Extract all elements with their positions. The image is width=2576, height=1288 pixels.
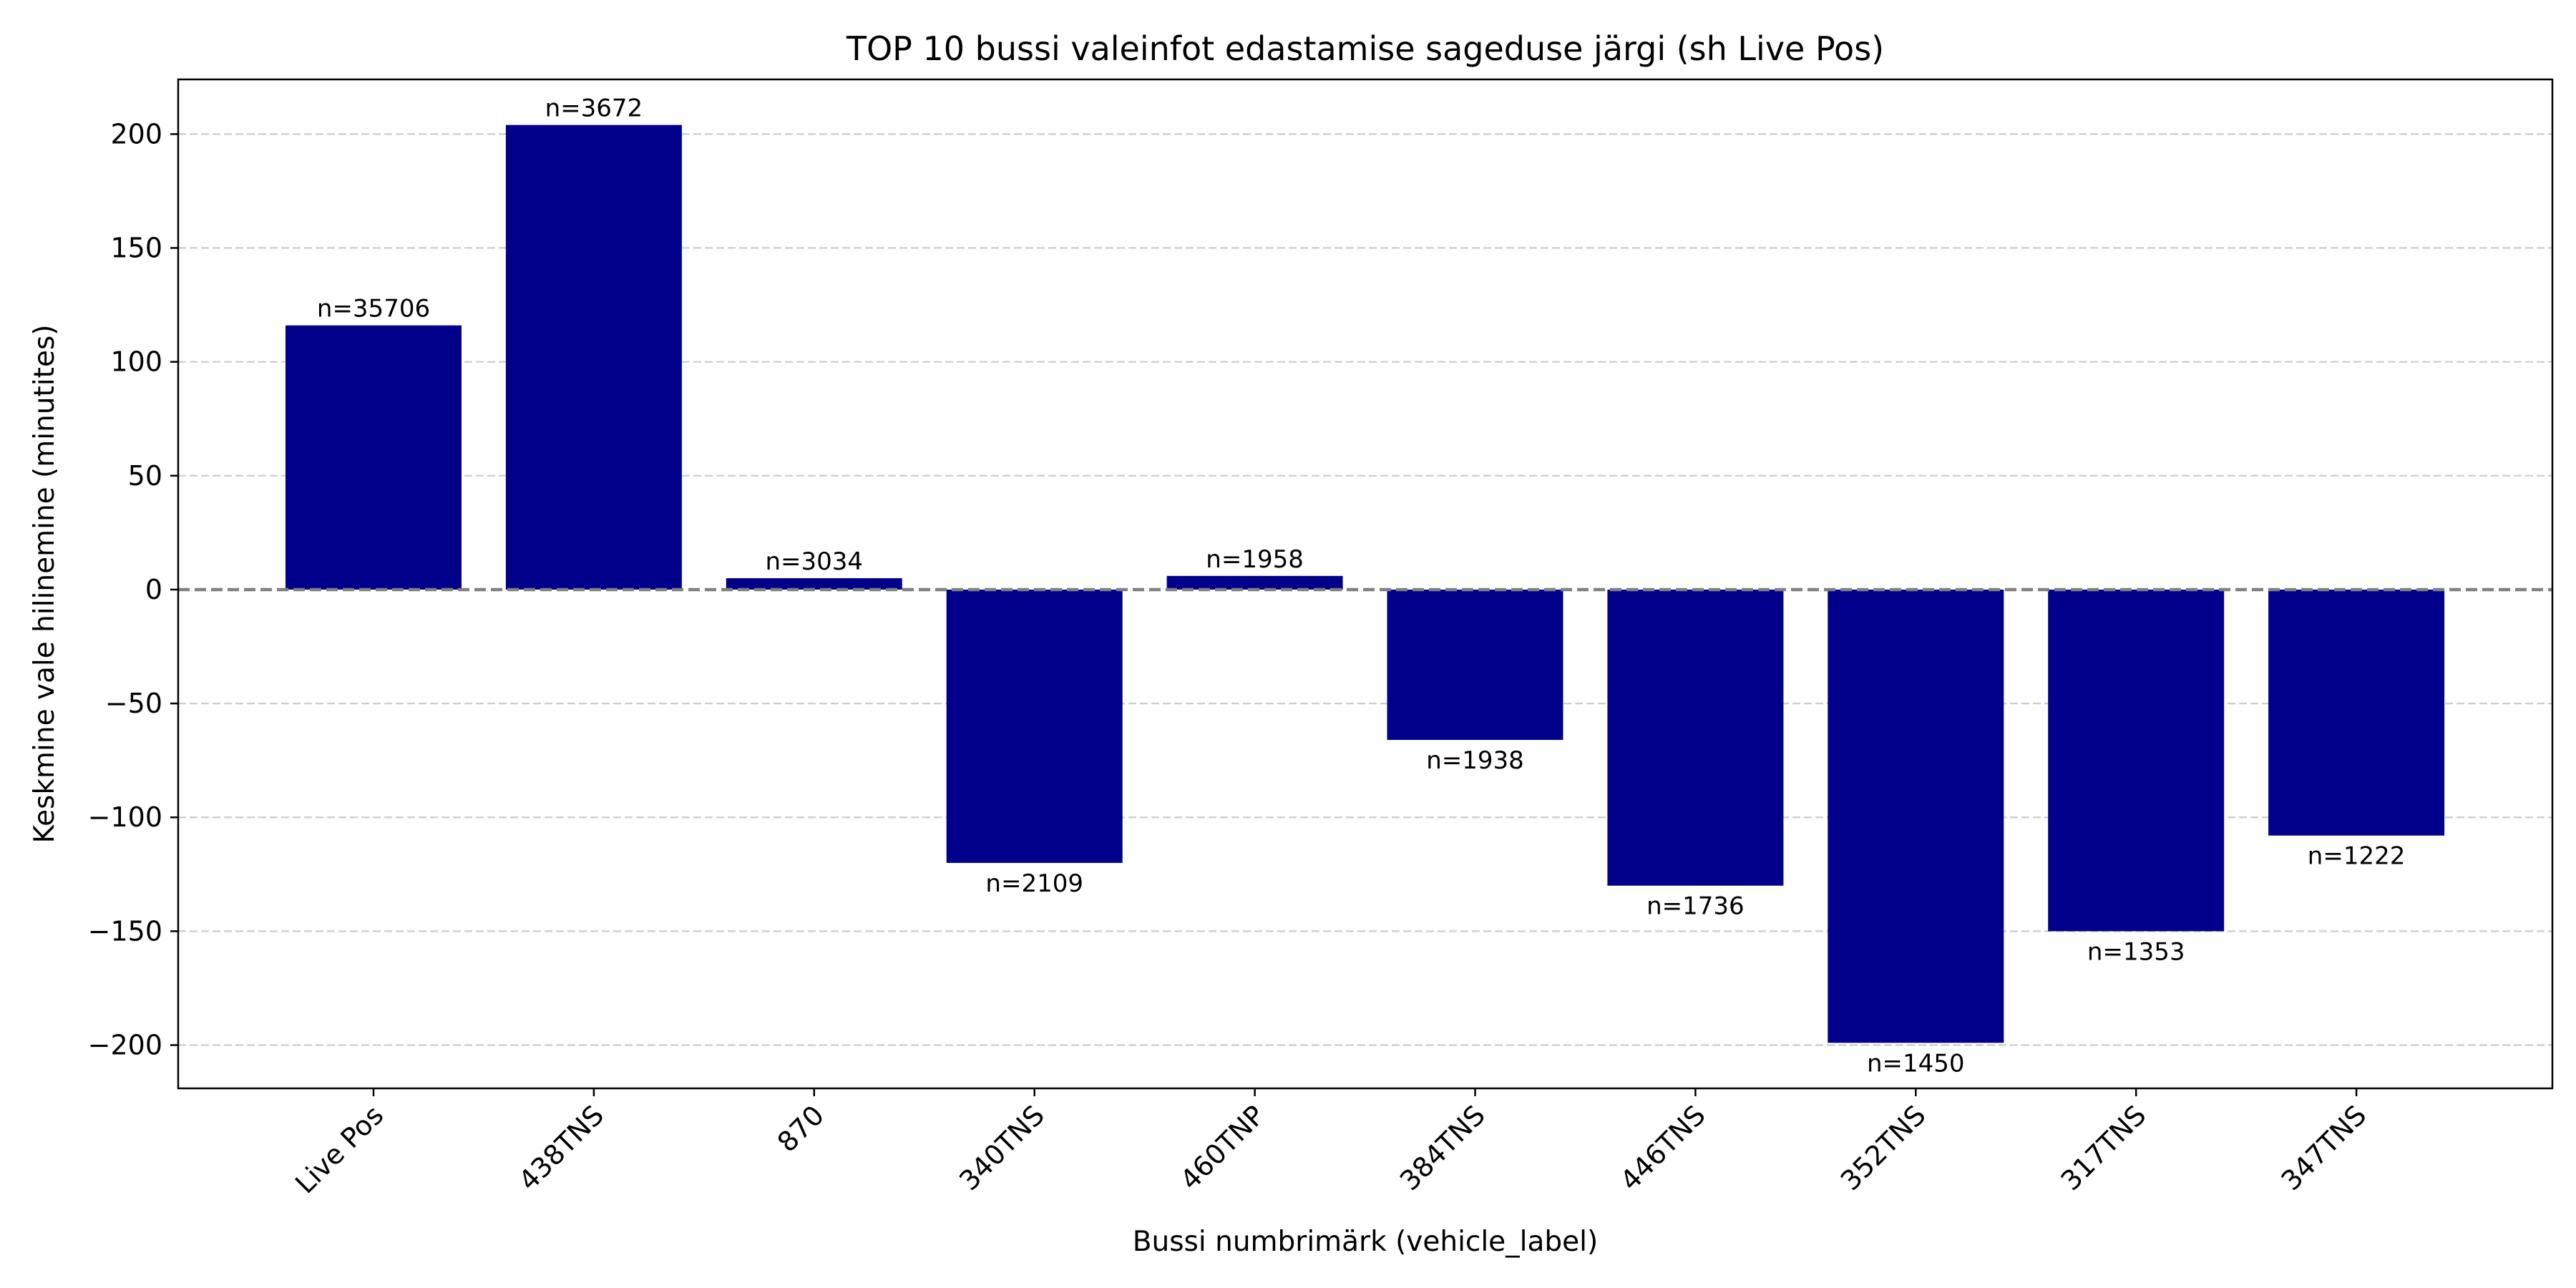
x-tick-label: Live Pos (289, 1099, 389, 1199)
y-tick-label: 200 (110, 118, 162, 150)
bar (1828, 589, 2004, 1043)
bar (946, 589, 1123, 863)
x-tick-label: 384TNS (1394, 1099, 1491, 1196)
y-axis-label: Keskmine vale hilinemine (minutites) (29, 325, 61, 844)
bar (505, 125, 682, 590)
bar (1607, 589, 1784, 886)
chart-title: TOP 10 bussi valeinfot edastamise sagedu… (846, 29, 1884, 68)
bars (286, 125, 2445, 1043)
bar (2048, 589, 2225, 932)
x-tick-label: 352TNS (1835, 1099, 1932, 1196)
x-axis: Live Pos 438TNS 870 340TNS 460TNP 384TNS 446TN… (289, 1088, 2372, 1199)
data-label: n=2109 (985, 869, 1083, 898)
data-label: n=35706 (317, 295, 430, 323)
bar (286, 325, 462, 590)
x-tick-label: 340TNS (953, 1099, 1050, 1196)
data-label: n=3034 (766, 547, 864, 576)
x-axis-label: Bussi numbrimärk (vehicle_label) (1133, 1226, 1598, 1258)
y-axis: 200 150 100 50 0 −50 −100 −150 −200 (88, 118, 178, 1061)
x-tick-label: 446TNS (1614, 1099, 1712, 1196)
data-label: n=1958 (1206, 545, 1304, 574)
x-tick-label: 317TNS (2055, 1099, 2152, 1196)
y-tick-label: −100 (88, 801, 162, 833)
data-label: n=1938 (1426, 746, 1524, 775)
y-tick-label: −50 (105, 688, 162, 719)
x-tick-label: 347TNS (2275, 1099, 2372, 1196)
bar (726, 578, 902, 590)
y-tick-label: 150 (110, 233, 162, 264)
y-tick-label: 100 (110, 346, 162, 378)
x-tick-label: 438TNS (512, 1099, 610, 1196)
data-label: n=1353 (2087, 937, 2185, 966)
data-label: n=1450 (1867, 1049, 1965, 1078)
data-label: n=3672 (545, 94, 643, 123)
data-label: n=1222 (2308, 842, 2406, 871)
y-tick-label: 0 (145, 574, 162, 605)
x-tick-label: 870 (771, 1099, 830, 1158)
y-tick-label: −200 (88, 1030, 162, 1061)
bar (2268, 589, 2445, 836)
bar (1387, 589, 1563, 741)
x-tick-label: 460TNP (1174, 1099, 1271, 1196)
y-tick-label: −150 (88, 915, 162, 947)
plot-frame (177, 78, 2554, 1090)
data-label: n=1736 (1646, 892, 1745, 921)
y-tick-label: 50 (128, 460, 162, 492)
data-labels: n=35706 n=3672 n=3034 n=2109 n=1958 n=1938 n=1… (317, 94, 2405, 1078)
bar (1166, 575, 1343, 590)
